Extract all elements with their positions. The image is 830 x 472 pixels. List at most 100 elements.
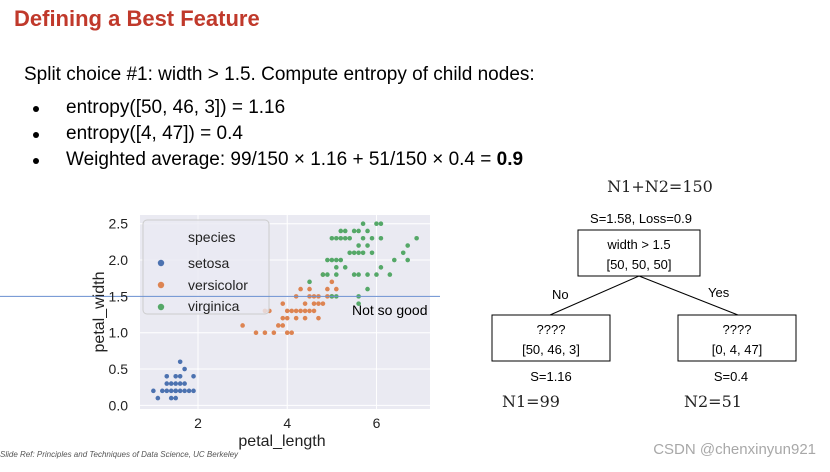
- legend-versicolor-label: versicolor: [188, 277, 248, 293]
- x-tick-labels: 2 4 6: [194, 415, 380, 431]
- data-point-versicolor: [302, 308, 308, 314]
- data-point-setosa: [164, 374, 170, 379]
- data-point-virginica: [334, 272, 339, 277]
- edge-right-label: Yes: [708, 285, 730, 300]
- watermark: CSDN @chenxinyun921: [653, 441, 816, 458]
- data-point-setosa: [164, 388, 170, 394]
- data-point-virginica: [334, 265, 339, 270]
- data-point-setosa: [155, 395, 161, 401]
- data-point-virginica: [374, 272, 379, 277]
- data-point-virginica: [414, 235, 419, 241]
- y-tick-label: 1.5: [109, 288, 129, 304]
- data-point-versicolor: [284, 308, 290, 314]
- data-point-versicolor: [280, 301, 286, 306]
- data-point-virginica: [334, 257, 339, 263]
- left-child-counts: [50, 46, 3]: [522, 342, 580, 357]
- data-point-virginica: [334, 235, 339, 241]
- bullet-item: entropy([50, 46, 3]) = 1.16: [24, 95, 523, 121]
- left-child-stats: S=1.16: [530, 369, 572, 384]
- data-point-versicolor: [298, 308, 303, 314]
- data-point-versicolor: [293, 315, 299, 321]
- data-point-virginica: [400, 250, 406, 256]
- data-point-setosa: [173, 381, 178, 386]
- x-tick-label: 4: [283, 415, 291, 431]
- data-point-versicolor: [289, 330, 294, 336]
- data-point-virginica: [369, 250, 375, 256]
- data-point-virginica: [405, 243, 410, 248]
- legend-virginica-marker: [157, 303, 165, 311]
- data-point-setosa: [173, 388, 178, 394]
- bullet-dot-icon: [33, 132, 39, 138]
- data-point-virginica: [365, 272, 370, 277]
- data-point-virginica: [320, 272, 326, 277]
- data-point-setosa: [177, 388, 183, 394]
- data-point-virginica: [378, 265, 384, 270]
- data-point-setosa: [151, 388, 156, 394]
- bullet-dot-icon: [33, 158, 39, 164]
- data-point-setosa: [182, 388, 187, 394]
- root-node-condition: width > 1.5: [606, 237, 670, 252]
- data-point-virginica: [374, 221, 379, 227]
- data-point-versicolor: [311, 301, 317, 306]
- y-tick-label: 0.0: [109, 397, 129, 413]
- legend-setosa-marker: [157, 259, 165, 267]
- data-point-setosa: [177, 359, 183, 365]
- data-point-versicolor: [307, 286, 312, 292]
- left-child-count: N1=99: [502, 392, 560, 411]
- decision-tree-diagram: N1+N2=150 S=1.58, Loss=0.9 width > 1.5 […: [491, 177, 797, 411]
- data-point-virginica: [351, 228, 357, 234]
- root-stats: S=1.58, Loss=0.9: [590, 211, 692, 226]
- data-point-setosa: [177, 381, 183, 386]
- y-tick-label: 2.5: [109, 216, 129, 232]
- split-choice-text: Split choice #1: width > 1.5. Compute en…: [24, 64, 535, 85]
- right-child-node: [677, 314, 797, 362]
- data-point-versicolor: [276, 323, 281, 328]
- data-point-virginica: [347, 235, 352, 241]
- data-point-virginica: [351, 250, 357, 256]
- data-point-virginica: [387, 272, 393, 277]
- data-point-versicolor: [262, 330, 268, 336]
- data-point-virginica: [356, 228, 361, 234]
- data-point-virginica: [356, 301, 361, 306]
- bullet-text: entropy([50, 46, 3]) = 1.16: [66, 97, 286, 118]
- data-point-virginica: [307, 279, 312, 285]
- data-point-setosa: [182, 381, 187, 386]
- legend-setosa-label: setosa: [188, 255, 229, 271]
- data-point-versicolor: [320, 301, 326, 306]
- legend-box: [142, 219, 270, 315]
- data-point-versicolor: [298, 286, 303, 292]
- bullet-text: entropy([4, 47]) = 0.4: [66, 123, 243, 144]
- data-point-versicolor: [271, 330, 277, 336]
- left-child-question: ????: [537, 322, 566, 337]
- bullet-text: Weighted average: 99/150 × 1.16 + 51/150…: [66, 149, 497, 170]
- data-point-virginica: [342, 235, 348, 241]
- y-tick-labels: 0.0 0.5 1.0 1.5 2.0 2.5: [109, 216, 129, 414]
- right-child-counts: [0, 4, 47]: [712, 342, 763, 357]
- data-point-setosa: [164, 381, 170, 386]
- data-point-virginica: [329, 235, 335, 241]
- data-point-versicolor: [284, 315, 290, 321]
- left-child-node: [491, 314, 611, 362]
- root-node: [577, 229, 701, 277]
- right-child-stats: S=0.4: [714, 369, 748, 384]
- slide-title: Defining a Best Feature: [14, 6, 260, 31]
- data-point-virginica: [356, 243, 361, 248]
- y-tick-label: 2.0: [109, 252, 129, 268]
- data-point-virginica: [338, 257, 344, 263]
- data-point-virginica: [347, 250, 352, 256]
- data-point-virginica: [360, 250, 366, 256]
- data-point-virginica: [365, 286, 370, 292]
- bullet-item: Weighted average: 99/150 × 1.16 + 51/150…: [24, 147, 523, 173]
- bullet-dot-icon: [33, 106, 39, 112]
- y-tick-label: 0.5: [109, 361, 129, 377]
- data-point-versicolor: [240, 323, 245, 328]
- petal-scatter-chart: species setosa versicolor virginica Not …: [0, 215, 440, 450]
- data-point-virginica: [356, 272, 361, 277]
- root-node-counts: [50, 50, 50]: [606, 257, 671, 272]
- data-point-virginica: [378, 235, 384, 241]
- threshold-annotation: Not so good: [352, 302, 428, 318]
- data-point-setosa: [160, 388, 165, 394]
- data-point-versicolor: [316, 315, 321, 321]
- data-point-versicolor: [334, 286, 339, 292]
- entropy-bullet-list: entropy([50, 46, 3]) = 1.16 entropy([4, …: [24, 95, 523, 173]
